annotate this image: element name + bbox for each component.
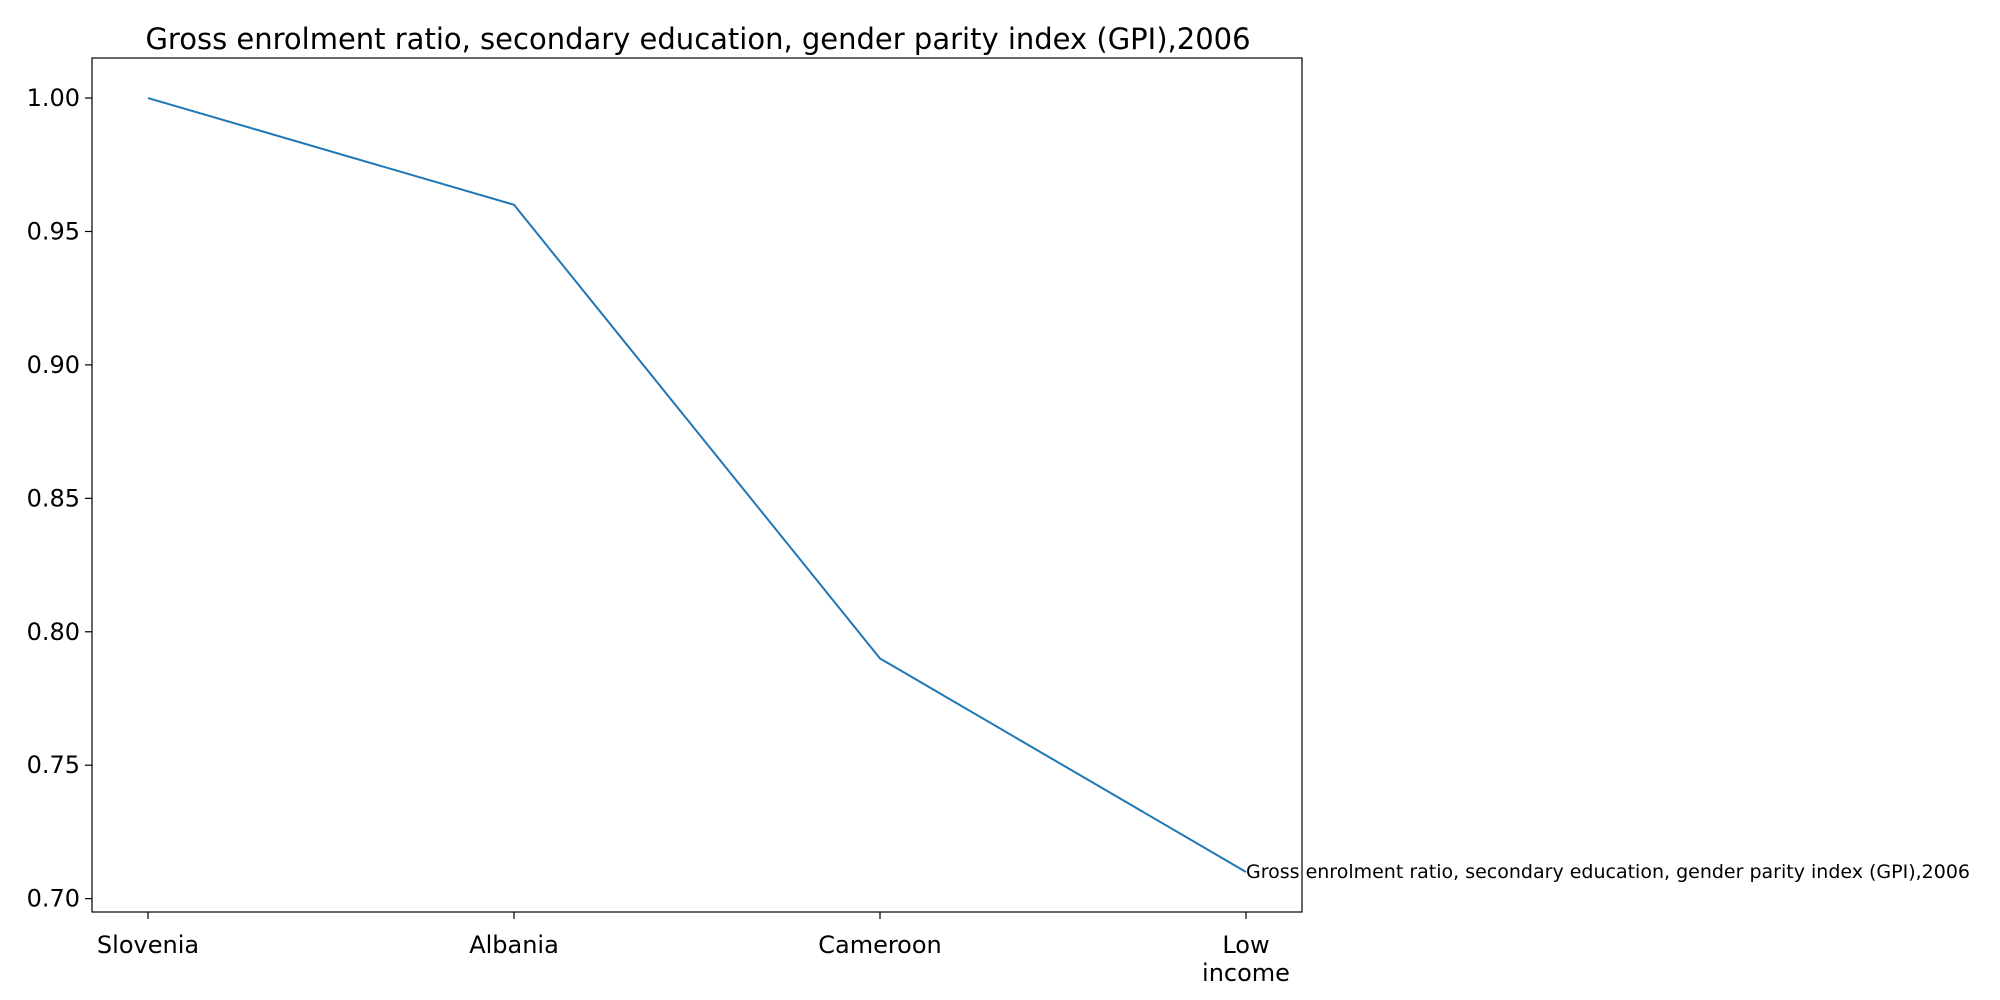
x-tick-label: Low income: [1202, 931, 1290, 987]
plot-area: [91, 57, 1303, 913]
x-axis: Slovenia Albania Cameroon Low income: [97, 912, 1290, 987]
y-tick-label: 0.90: [27, 351, 80, 379]
y-tick-label: 1.00: [27, 84, 80, 112]
y-tick-label: 0.70: [27, 885, 80, 913]
series-layer: Gross enrolment ratio, secondary educati…: [147, 97, 1970, 883]
series-line: [147, 97, 1247, 873]
y-tick-label: 0.75: [27, 751, 80, 779]
x-tick-label: Cameroon: [818, 931, 942, 959]
y-axis: 0.70 0.75 0.80 0.85 0.90 0.95 1.00: [27, 84, 92, 913]
y-tick-label: 0.95: [27, 217, 80, 245]
y-tick-label: 0.85: [27, 484, 80, 512]
series-end-label: Gross enrolment ratio, secondary educati…: [1246, 861, 1970, 883]
y-tick-label: 0.80: [27, 618, 80, 646]
x-tick-label: Slovenia: [97, 931, 199, 959]
x-tick-label: Albania: [469, 931, 559, 959]
chart-title: Gross enrolment ratio, secondary educati…: [145, 22, 1250, 56]
